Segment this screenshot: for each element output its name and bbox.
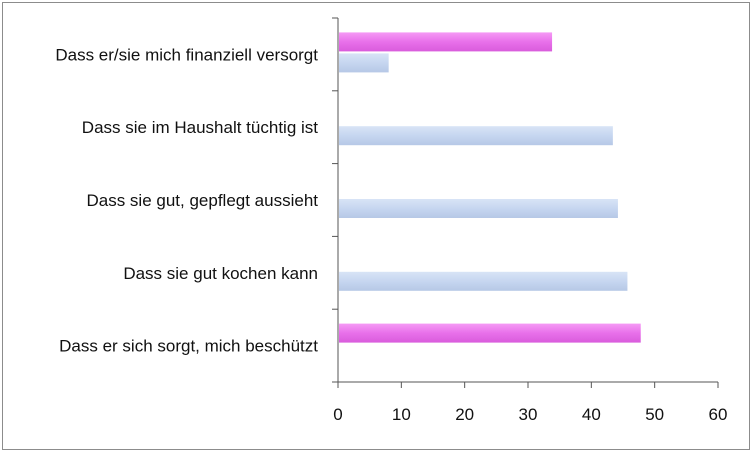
x-tick-label: 0 (333, 405, 342, 424)
bar (339, 271, 628, 291)
x-tick-label: 10 (392, 405, 411, 424)
category-label: Dass er sich sorgt, mich beschützt (59, 337, 318, 356)
category-label: Dass sie gut kochen kann (123, 264, 318, 283)
bar (339, 126, 613, 146)
chart-frame (2, 2, 750, 450)
x-tick-label: 50 (645, 405, 664, 424)
bar (339, 32, 553, 52)
x-tick-label: 60 (709, 405, 728, 424)
category-label: Dass sie gut, gepflegt aussieht (86, 191, 318, 210)
bar (339, 199, 618, 218)
bar (339, 323, 641, 343)
x-tick-label: 40 (582, 405, 601, 424)
bar (339, 53, 389, 73)
x-tick-label: 20 (455, 405, 474, 424)
x-tick-label: 30 (519, 405, 538, 424)
category-label: Dass er/sie mich finanziell versorgt (55, 45, 318, 64)
category-label: Dass sie im Haushalt tüchtig ist (82, 118, 318, 137)
